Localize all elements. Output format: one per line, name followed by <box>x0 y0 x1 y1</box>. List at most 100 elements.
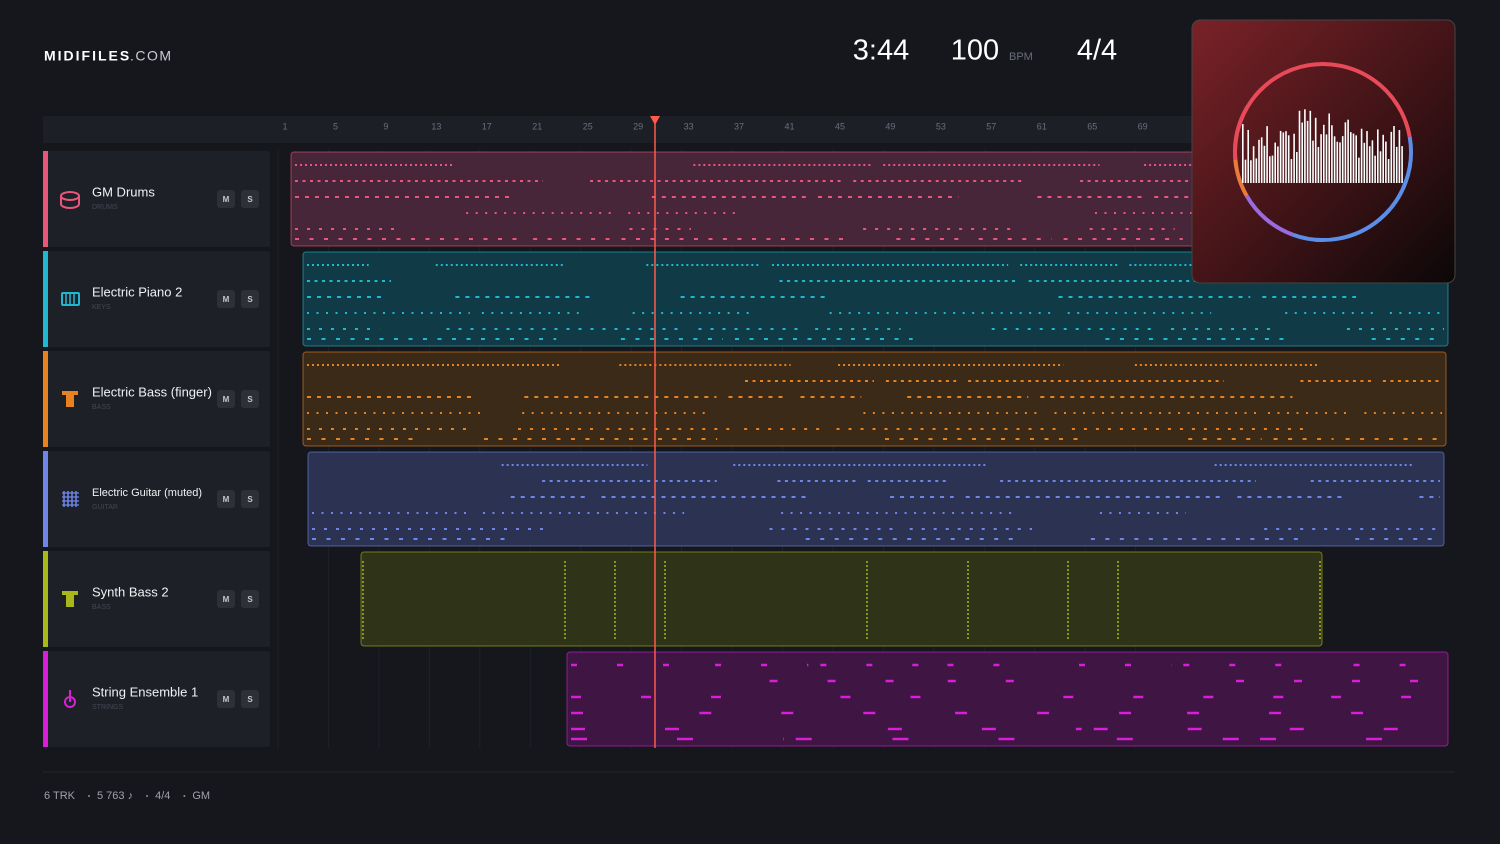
waveform-bar <box>1347 119 1349 183</box>
waveform-bar <box>1263 145 1266 183</box>
track-name: Electric Bass (finger) <box>92 384 212 399</box>
track-color <box>43 451 48 547</box>
waveform-bar <box>1379 151 1382 183</box>
track-header[interactable] <box>43 651 270 747</box>
waveform-bar <box>1323 124 1325 183</box>
solo-button[interactable] <box>241 190 259 208</box>
solo-button-label: S <box>247 495 253 504</box>
waveform-bar <box>1298 110 1301 183</box>
footer-stat: 5 763 ♪ <box>97 790 133 802</box>
waveform-bar <box>1320 134 1322 183</box>
mute-button[interactable] <box>217 290 235 308</box>
track-name: Electric Guitar (muted) <box>92 487 202 499</box>
waveform-bar <box>1314 117 1317 183</box>
track-category: DRUMS <box>92 204 118 211</box>
brand-suffix: .COM <box>130 48 173 64</box>
waveform-bar <box>1395 146 1398 183</box>
waveform-bar <box>1304 109 1306 183</box>
ruler-label: 41 <box>784 121 794 131</box>
solo-button-label: S <box>247 295 253 304</box>
waveform-bar <box>1258 139 1260 183</box>
ruler-label: 13 <box>431 121 441 131</box>
track-header[interactable] <box>43 151 270 247</box>
track-header[interactable] <box>43 251 270 347</box>
waveform-bar <box>1269 156 1271 183</box>
tempo-unit: BPM <box>1009 51 1033 63</box>
waveform-bar <box>1344 122 1347 183</box>
track-name: GM Drums <box>92 184 155 199</box>
solo-button[interactable] <box>241 290 259 308</box>
waveform-bar <box>1385 141 1387 183</box>
meter: 4/4 <box>1077 35 1117 67</box>
track-name: Electric Piano 2 <box>92 284 182 299</box>
waveform-bar <box>1341 136 1344 183</box>
track-color <box>43 151 48 247</box>
track-header[interactable] <box>43 551 270 647</box>
mute-button-label: M <box>223 195 230 204</box>
solo-button[interactable] <box>241 590 259 608</box>
solo-button[interactable] <box>241 490 259 508</box>
icon <box>62 591 78 607</box>
solo-button[interactable] <box>241 390 259 408</box>
track-header[interactable] <box>43 351 270 447</box>
waveform-bar <box>1242 124 1244 183</box>
mute-button[interactable] <box>217 590 235 608</box>
solo-button-label: S <box>247 195 253 204</box>
waveform-bar <box>1368 146 1371 183</box>
mute-button[interactable] <box>217 690 235 708</box>
waveform-bar <box>1247 129 1249 183</box>
waveform-bar <box>1312 140 1314 183</box>
ring-arc <box>1245 194 1294 237</box>
waveform-bar <box>1325 134 1328 183</box>
track-name: String Ensemble 1 <box>92 684 198 699</box>
waveform-bar <box>1306 120 1309 183</box>
track-header[interactable] <box>43 451 270 547</box>
mute-button[interactable] <box>217 190 235 208</box>
tempo: 100 <box>951 35 999 67</box>
ruler-label: 69 <box>1138 121 1148 131</box>
waveform-bar <box>1393 126 1395 183</box>
ruler-label: 5 <box>333 121 338 131</box>
ring-arc <box>1233 159 1249 197</box>
separator <box>183 795 186 797</box>
waveform-bar <box>1317 147 1320 183</box>
ruler-label: 1 <box>282 121 287 131</box>
waveform-bar <box>1252 146 1255 183</box>
track-category: GUITAR <box>92 504 118 511</box>
ruler-label: 9 <box>383 121 388 131</box>
waveform-bar <box>1377 129 1379 183</box>
waveform-bar <box>1250 160 1252 183</box>
region <box>302 251 1449 347</box>
ruler-label: 37 <box>734 121 744 131</box>
mute-button-label: M <box>223 395 230 404</box>
waveform-bar <box>1260 137 1263 183</box>
waveform-bar <box>1358 157 1360 183</box>
solo-button[interactable] <box>241 690 259 708</box>
icon <box>62 391 78 407</box>
mute-button-label: M <box>223 295 230 304</box>
track-color <box>43 351 48 447</box>
region <box>307 451 1445 547</box>
waveform-bar <box>1296 151 1298 183</box>
mute-button[interactable] <box>217 490 235 508</box>
waveform-bar <box>1271 155 1274 183</box>
waveform-bar <box>1398 130 1401 183</box>
waveform-bar <box>1301 122 1303 183</box>
waveform-bar <box>1374 155 1376 183</box>
waveform-bar <box>1350 132 1352 183</box>
track-color <box>43 551 48 647</box>
waveform-bar <box>1255 158 1258 183</box>
ruler-label: 61 <box>1037 121 1047 131</box>
waveform-bar <box>1244 159 1247 183</box>
solo-button-label: S <box>247 395 253 404</box>
region <box>302 351 1447 447</box>
separator <box>87 795 90 797</box>
track-category: BASS <box>92 404 111 411</box>
ruler-label: 57 <box>986 121 996 131</box>
footer-stat: 6 TRK <box>44 790 76 802</box>
mute-button[interactable] <box>217 390 235 408</box>
waveform-bar <box>1360 128 1363 183</box>
waveform-bar <box>1285 131 1287 183</box>
ring-arc <box>1292 136 1413 242</box>
